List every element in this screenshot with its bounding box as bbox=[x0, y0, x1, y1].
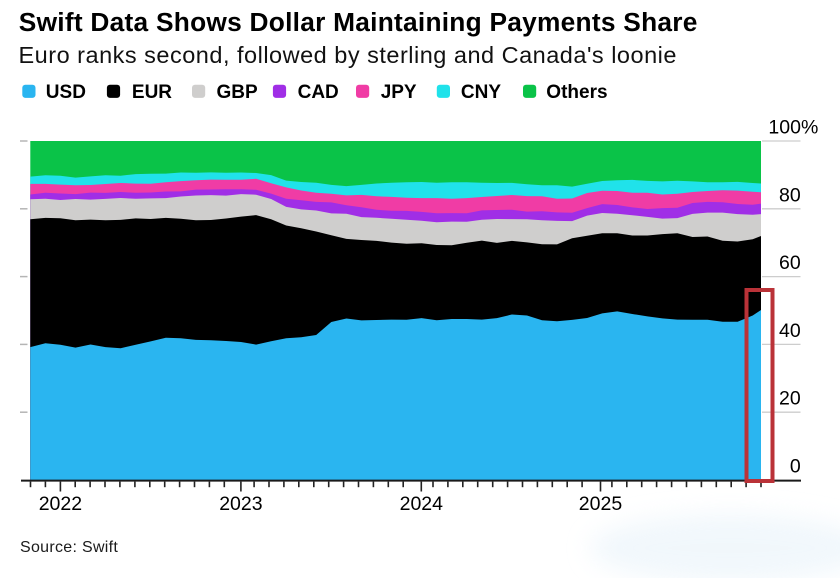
svg-text:Others: Others bbox=[546, 82, 607, 103]
svg-text:JPY: JPY bbox=[381, 82, 417, 103]
svg-text:40: 40 bbox=[779, 320, 801, 342]
svg-text:2024: 2024 bbox=[400, 493, 444, 515]
svg-text:100%: 100% bbox=[768, 117, 818, 139]
svg-text:EUR: EUR bbox=[132, 82, 172, 103]
svg-text:GBP: GBP bbox=[217, 82, 259, 103]
svg-text:2025: 2025 bbox=[579, 493, 623, 515]
svg-text:20: 20 bbox=[779, 388, 801, 410]
svg-text:CAD: CAD bbox=[298, 82, 339, 103]
svg-text:80: 80 bbox=[779, 185, 801, 207]
svg-text:0: 0 bbox=[790, 456, 801, 478]
svg-text:2023: 2023 bbox=[219, 493, 262, 515]
svg-text:60: 60 bbox=[779, 252, 801, 274]
svg-text:USD: USD bbox=[46, 82, 86, 103]
svg-text:2022: 2022 bbox=[39, 493, 82, 515]
svg-text:CNY: CNY bbox=[461, 82, 501, 103]
svg-text:Swift Data Shows Dollar Mainta: Swift Data Shows Dollar Maintaining Paym… bbox=[19, 7, 698, 37]
svg-text:Source: Swift: Source: Swift bbox=[20, 539, 118, 556]
svg-text:Euro ranks second, followed by: Euro ranks second, followed by sterling … bbox=[19, 42, 677, 68]
